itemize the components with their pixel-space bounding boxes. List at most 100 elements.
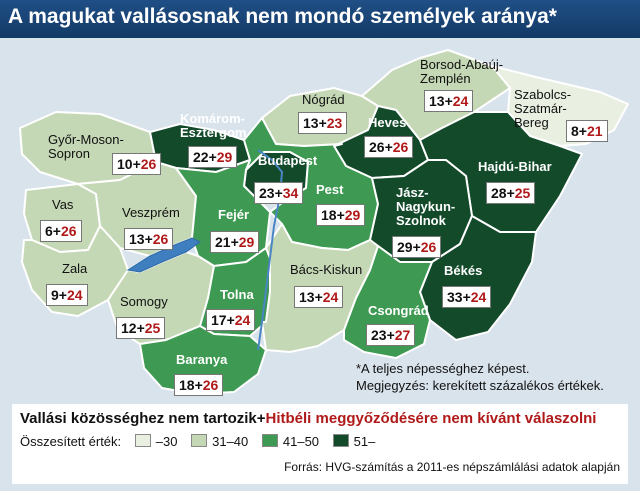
value-no-answer: 26 <box>60 223 77 239</box>
legend-swatch-1 <box>134 434 151 447</box>
county-value-bacs: 13+24 <box>294 286 344 308</box>
value-not-belonging: 33 <box>447 289 463 305</box>
value-no-answer: 21 <box>586 123 603 139</box>
value-no-answer: 34 <box>282 185 299 201</box>
value-not-belonging: 13 <box>129 231 145 247</box>
legend-band-label-4: 51– <box>353 434 376 449</box>
plus-sign: + <box>274 185 283 201</box>
county-value-komarom: 22+29 <box>188 146 238 168</box>
value-no-answer: 24 <box>452 93 469 109</box>
value-no-answer: 24 <box>322 289 339 305</box>
county-value-baranya: 18+26 <box>174 374 224 396</box>
plus-sign: + <box>136 320 145 336</box>
legend-swatch-3 <box>261 434 278 447</box>
county-value-tolna: 17+24 <box>206 309 256 331</box>
plus-sign: + <box>318 115 327 131</box>
value-no-answer: 24 <box>470 289 487 305</box>
county-name-borsod: Borsod-Abaúj- Zemplén <box>420 57 504 86</box>
value-not-belonging: 18 <box>321 207 337 223</box>
value-no-answer: 29 <box>238 234 255 250</box>
value-not-belonging: 12 <box>121 320 137 336</box>
legend-label: Összesített érték: <box>20 434 122 449</box>
plus-sign: + <box>52 223 61 239</box>
value-not-belonging: 22 <box>193 149 209 165</box>
plus-sign: + <box>58 287 67 303</box>
county-name-zala: Zala <box>62 261 88 276</box>
county-name-komarom: Komárom- Esztergom <box>180 111 247 140</box>
county-name-hajdu: Hajdú-Bihar <box>478 159 552 174</box>
value-not-belonging: 10 <box>117 156 133 172</box>
value-no-answer: 26 <box>420 239 437 255</box>
value-not-belonging: 8 <box>571 123 579 139</box>
plus-sign: + <box>194 377 203 393</box>
value-no-answer: 26 <box>202 377 219 393</box>
plus-sign: + <box>506 185 515 201</box>
value-no-answer: 25 <box>144 320 161 336</box>
county-name-tolna: Tolna <box>220 287 254 302</box>
legend-row: Összesített érték: –30 31–40 41–50 51– <box>20 434 375 449</box>
value-no-answer: 24 <box>234 312 251 328</box>
value-not-belonging: 29 <box>397 239 413 255</box>
county-name-vas: Vas <box>52 197 74 212</box>
county-name-fejer: Fejér <box>218 207 250 222</box>
value-no-answer: 26 <box>140 156 157 172</box>
legend-title-part1: Vallási közösséghez nem tartozik+ <box>20 410 266 427</box>
value-not-belonging: 6 <box>45 223 53 239</box>
value-not-belonging: 13 <box>303 115 319 131</box>
legend-swatch-2 <box>191 434 208 447</box>
county-value-borsod: 13+24 <box>424 90 474 112</box>
county-value-gyor: 10+26 <box>112 153 162 175</box>
county-value-bekes: 33+24 <box>442 286 492 308</box>
legend-band-label-3: 41–50 <box>282 434 320 449</box>
plus-sign: + <box>384 139 393 155</box>
value-not-belonging: 23 <box>371 327 387 343</box>
county-value-fejer: 21+29 <box>210 231 260 253</box>
lake-balaton <box>126 237 201 273</box>
county-value-szabolcs: 8+21 <box>566 120 608 142</box>
plus-sign: + <box>144 231 153 247</box>
legend-band-label-1: –30 <box>155 434 178 449</box>
county-name-csongrad: Csongrád <box>368 303 429 318</box>
plus-sign: + <box>208 149 217 165</box>
value-no-answer: 25 <box>514 185 531 201</box>
legend-title: Vallási közösséghez nem tartozik+Hitbéli… <box>20 410 596 427</box>
value-not-belonging: 26 <box>369 139 385 155</box>
county-name-baranya: Baranya <box>176 352 228 367</box>
legend-title-part2: Hitbéli meggyőződésére nem kívánt válasz… <box>265 410 597 427</box>
county-name-gyor: Győr-Moson- Sopron <box>48 132 124 161</box>
county-value-vas: 6+26 <box>40 220 82 242</box>
county-name-bacs: Bács-Kiskun <box>290 262 363 277</box>
plus-sign: + <box>386 327 395 343</box>
value-no-answer: 24 <box>66 287 83 303</box>
source: Forrás: HVG-számítás a 2011-es népszámlá… <box>284 460 620 474</box>
plus-sign: + <box>578 123 587 139</box>
remark: Megjegyzés: kerekített százalékos értéke… <box>356 378 604 393</box>
value-no-answer: 26 <box>152 231 169 247</box>
county-name-somogy: Somogy <box>120 294 168 309</box>
county-value-hajdu: 28+25 <box>486 182 536 204</box>
value-not-belonging: 9 <box>51 287 59 303</box>
map-title: A magukat vallásosnak nem mondó személye… <box>8 5 557 28</box>
county-name-nograd: Nógrád <box>302 92 345 107</box>
plus-sign: + <box>412 239 421 255</box>
value-not-belonging: 17 <box>211 312 227 328</box>
value-no-answer: 23 <box>326 115 343 131</box>
value-not-belonging: 23 <box>259 185 275 201</box>
county-value-veszprem: 13+26 <box>124 228 174 250</box>
county-name-szabolcs: Szabolcs- Szatmár- Bereg <box>514 87 572 130</box>
county-value-jasz: 29+26 <box>392 236 442 258</box>
county-name-budapest: Budapest <box>258 153 318 168</box>
plus-sign: + <box>336 207 345 223</box>
value-not-belonging: 28 <box>491 185 507 201</box>
value-no-answer: 29 <box>216 149 233 165</box>
county-value-heves: 26+26 <box>364 136 414 158</box>
county-name-heves: Heves <box>368 115 407 130</box>
footnote: *A teljes népességhez képest. <box>356 361 530 376</box>
county-value-zala: 9+24 <box>46 284 88 306</box>
plus-sign: + <box>314 289 323 305</box>
legend-band-label-2: 31–40 <box>212 434 249 449</box>
value-not-belonging: 13 <box>429 93 445 109</box>
county-value-somogy: 12+25 <box>116 317 166 339</box>
county-name-veszprem: Veszprém <box>122 205 180 220</box>
